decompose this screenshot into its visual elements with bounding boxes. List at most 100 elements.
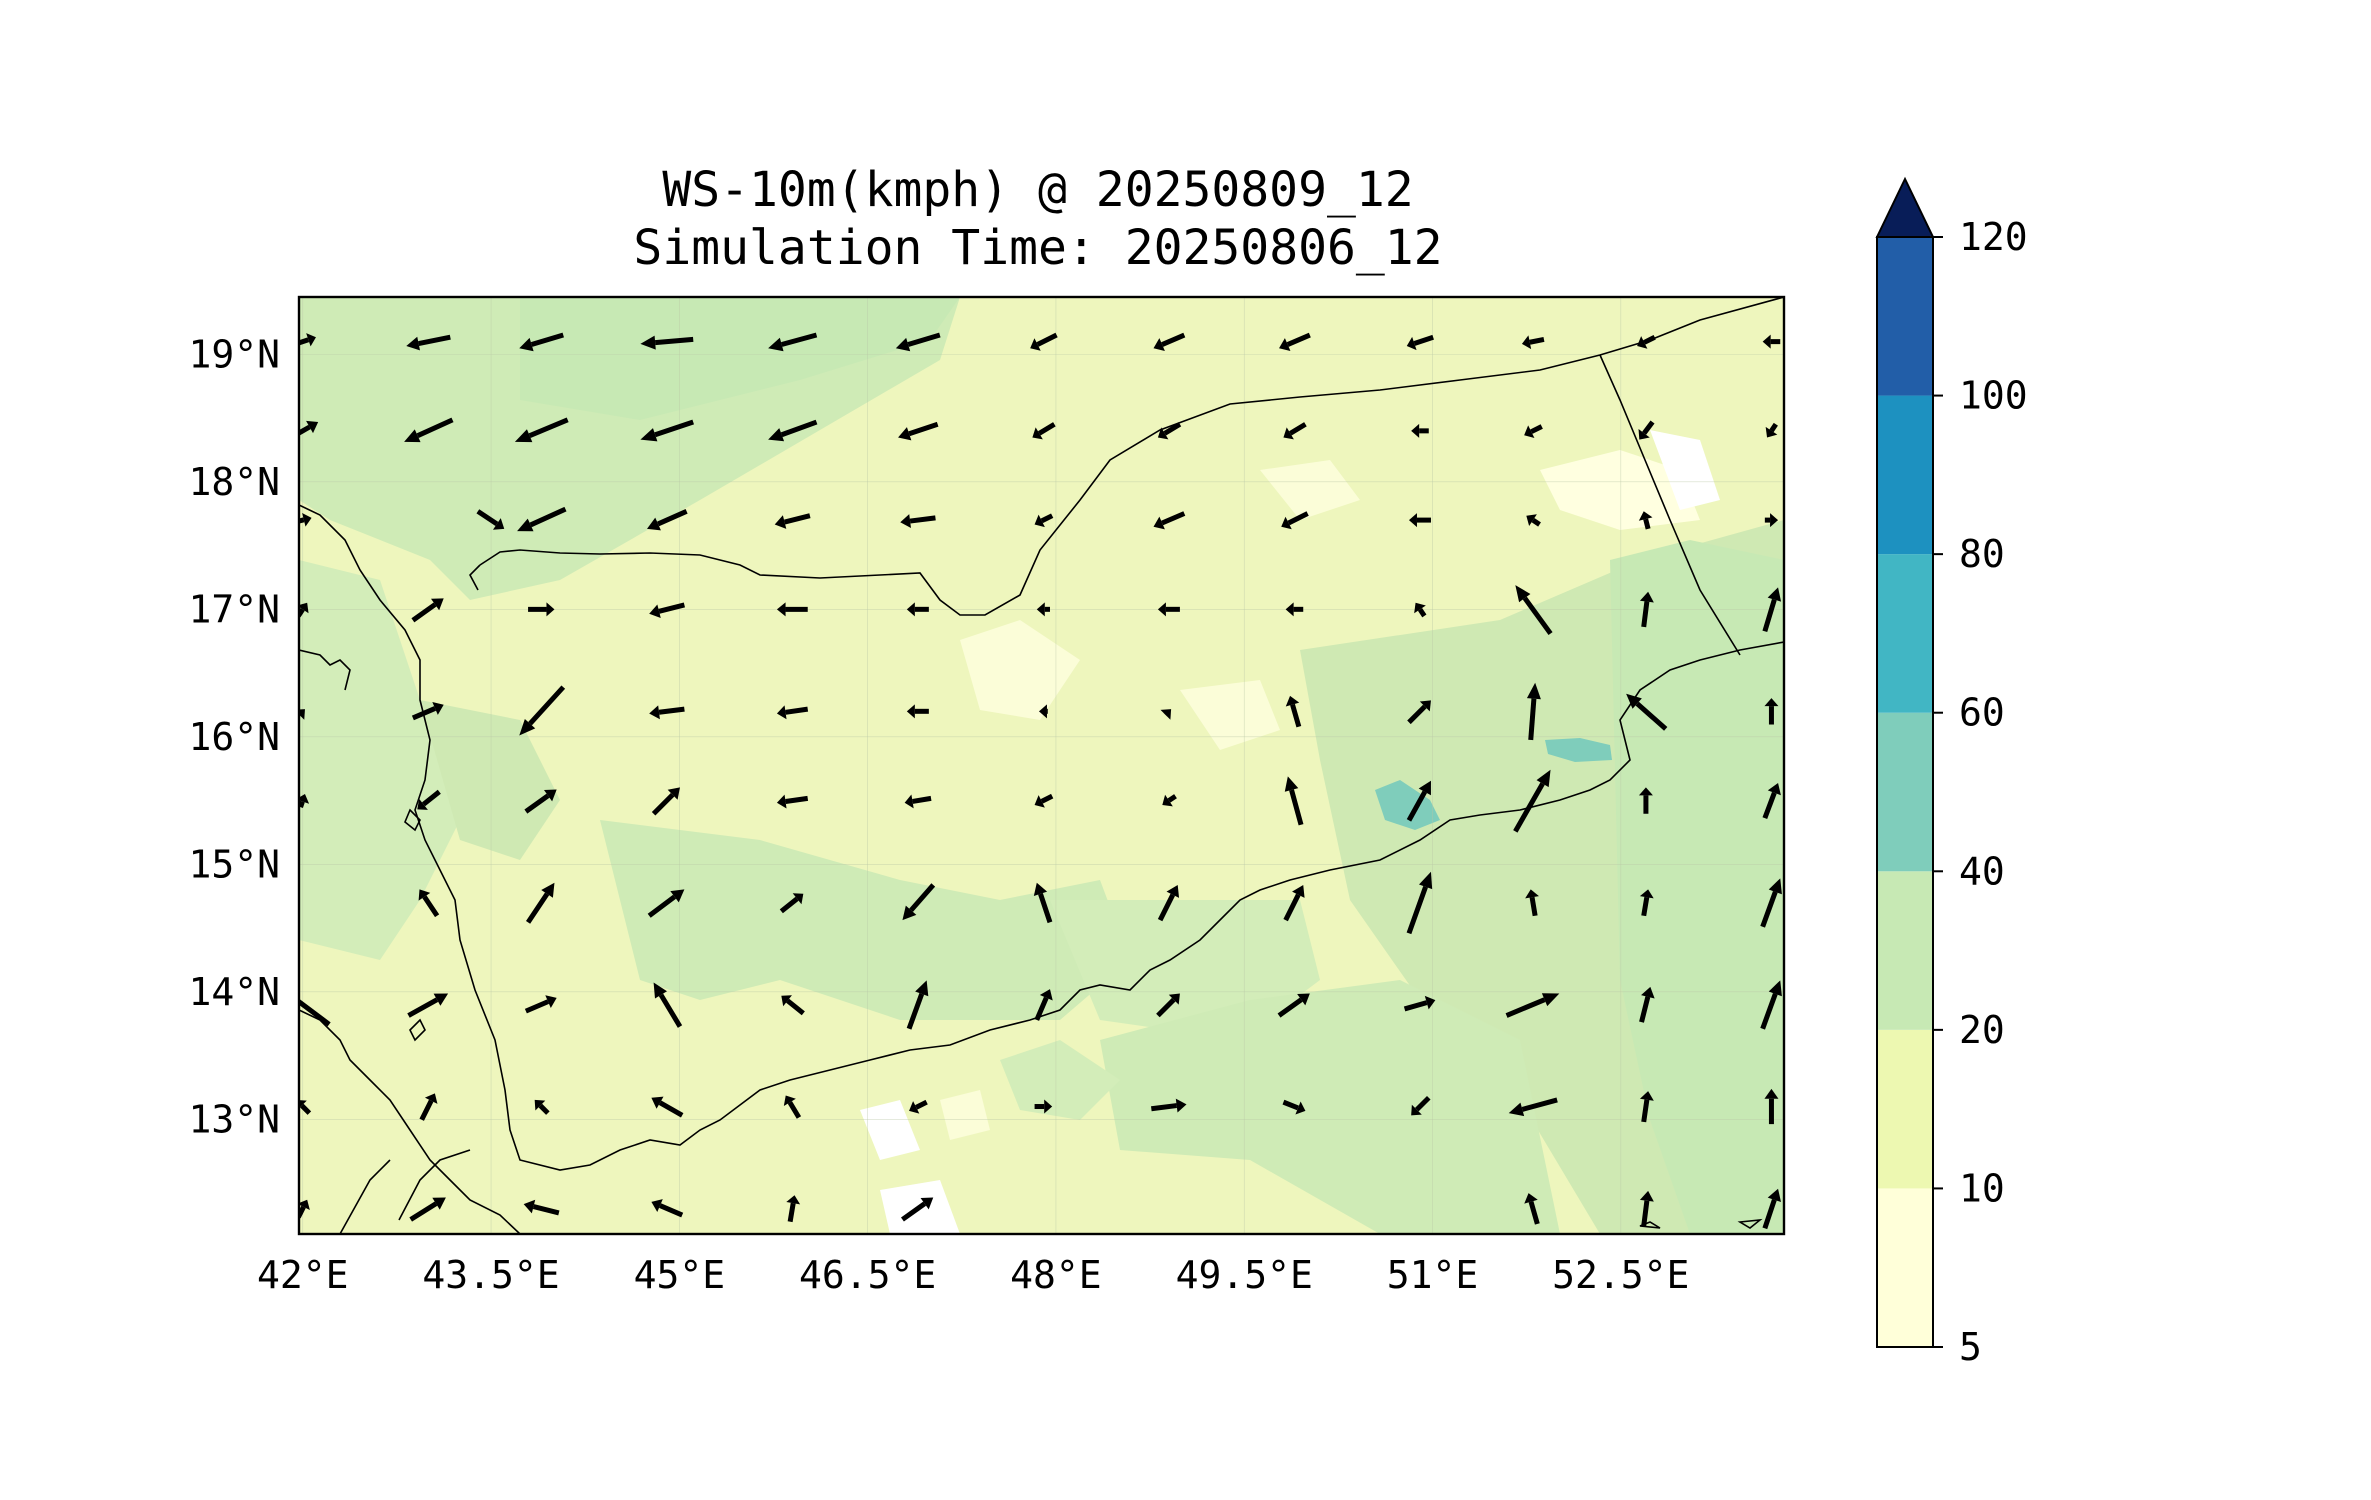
colorbar-tick-label: 20: [1959, 1008, 2005, 1052]
wind-arrow: [1762, 1188, 1781, 1230]
wind-arrow: [1638, 511, 1653, 530]
wind-arrow: [1765, 422, 1778, 438]
wind-arrow: [1157, 884, 1180, 922]
wind-arrow: [1513, 769, 1551, 833]
wind-arrow: [1524, 1193, 1540, 1225]
wind-arrow: [517, 506, 567, 532]
wind-arrow: [900, 514, 936, 529]
wind-arrow: [1639, 1091, 1654, 1123]
wind-arrow: [1639, 1190, 1654, 1227]
wind-arrow: [895, 332, 941, 352]
wind-arrow: [1406, 871, 1433, 935]
map-subtitle: Simulation Time: 20250806_12: [633, 220, 1443, 276]
wind-arrow: [1638, 787, 1653, 814]
wind-arrow: [1762, 334, 1781, 349]
wind-arrow: [1626, 693, 1668, 731]
wind-arrow: [523, 1199, 560, 1216]
wind-arrow: [1032, 422, 1056, 440]
wind-arrow: [1637, 334, 1656, 349]
latitude-tick-label: 19°N: [188, 332, 280, 376]
longitude-tick-label: 42°E: [257, 1253, 349, 1297]
wind-arrow: [1764, 1088, 1779, 1125]
wind-arrow: [649, 705, 685, 720]
wind-arrow: [1282, 1099, 1306, 1115]
wind-arrow: [1283, 422, 1307, 440]
wind-arrow: [906, 704, 929, 719]
wind-arrow: [411, 598, 444, 623]
wind-arrow: [1638, 420, 1655, 440]
colorbar-tick-label: 60: [1959, 691, 2005, 735]
coastlines-and-borders: [299, 297, 1784, 1234]
wind-arrow: [534, 1099, 550, 1115]
wind-vector-field: [299, 332, 1782, 1230]
wind-arrow: [519, 685, 566, 736]
colorbar-segment: [1877, 871, 1933, 1030]
latitude-tick-label: 15°N: [188, 842, 280, 886]
wind-arrow: [1034, 513, 1054, 528]
wind-arrow: [1285, 602, 1304, 617]
wind-arrow: [528, 602, 555, 617]
wind-arrow: [1153, 511, 1186, 530]
wind-arrow: [1407, 700, 1431, 725]
wind-arrow: [901, 1197, 934, 1222]
wind-arrow: [417, 789, 441, 810]
wind-arrow: [411, 701, 444, 721]
longitude-axis: 42°E 43.5°E 45°E 46.5°E 48°E 49.5°E 51°E 52.5°E: [257, 1253, 1689, 1297]
wind-arrow: [1508, 1097, 1558, 1117]
map-title: WS-10m(kmph) @ 20250809_12: [662, 162, 1414, 218]
wind-arrow: [649, 602, 686, 619]
map-frame: [297, 295, 1786, 1236]
wind-arrow: [1162, 794, 1177, 807]
colorbar-segment: [1877, 712, 1933, 872]
wind-arrow: [906, 980, 929, 1030]
latitude-tick-label: 18°N: [188, 460, 280, 504]
wind-arrow: [653, 982, 683, 1028]
wind-arrow: [409, 1197, 446, 1222]
wind-arrow: [1505, 993, 1560, 1018]
wind-arrow: [768, 419, 818, 442]
wind-arrow: [1760, 878, 1782, 928]
wind-arrow: [1284, 776, 1304, 826]
wind-arrow: [1034, 793, 1054, 808]
wind-arrow: [1036, 602, 1050, 617]
colorbar-frame: [1876, 236, 1934, 1348]
wind-arrow: [1030, 332, 1058, 351]
wind-arrow: [640, 335, 694, 350]
wind-arrow: [299, 998, 331, 1027]
wind-arrow: [1157, 422, 1182, 440]
latitude-tick-label: 16°N: [188, 715, 280, 759]
wind-arrow: [519, 332, 564, 352]
colorbar-tick-label: 120: [1959, 215, 2028, 259]
latitude-tick-label: 14°N: [188, 970, 280, 1014]
wind-arrow: [1411, 1095, 1431, 1116]
wind-arrow: [1285, 695, 1302, 728]
wind-arrow: [299, 1100, 312, 1115]
wind-arrow: [476, 509, 505, 530]
wind-arrow: [776, 794, 809, 809]
colorbar: 5 10 20 40 60 80 100 120: [1875, 176, 2028, 1369]
longitude-tick-label: 52.5°E: [1552, 1253, 1689, 1297]
wind-arrow: [514, 417, 569, 443]
wind-arrow: [299, 333, 316, 347]
wind-arrow: [1406, 780, 1431, 822]
wind-arrow: [419, 1093, 438, 1121]
wind-arrow: [1515, 585, 1553, 636]
wind-arrow: [1160, 709, 1172, 720]
wind-arrow: [898, 421, 939, 441]
wind-arrow: [1033, 882, 1053, 924]
longitude-tick-label: 43.5°E: [422, 1253, 559, 1297]
wind-arrow: [902, 883, 936, 921]
wind-arrow: [1281, 511, 1309, 530]
wind-arrow: [524, 995, 557, 1014]
wind-arrow: [646, 509, 688, 531]
wind-arrow: [1526, 682, 1541, 741]
longitude-tick-label: 46.5°E: [799, 1253, 936, 1297]
wind-arrow: [1762, 587, 1782, 633]
wind-arrow: [406, 334, 451, 351]
colorbar-tick-label: 40: [1959, 849, 2005, 893]
wind-arrow: [1408, 513, 1431, 528]
wind-arrow: [1403, 995, 1436, 1012]
wind-arrow: [906, 602, 929, 617]
wind-arrow: [640, 419, 694, 442]
wind-arrow: [1639, 986, 1655, 1023]
